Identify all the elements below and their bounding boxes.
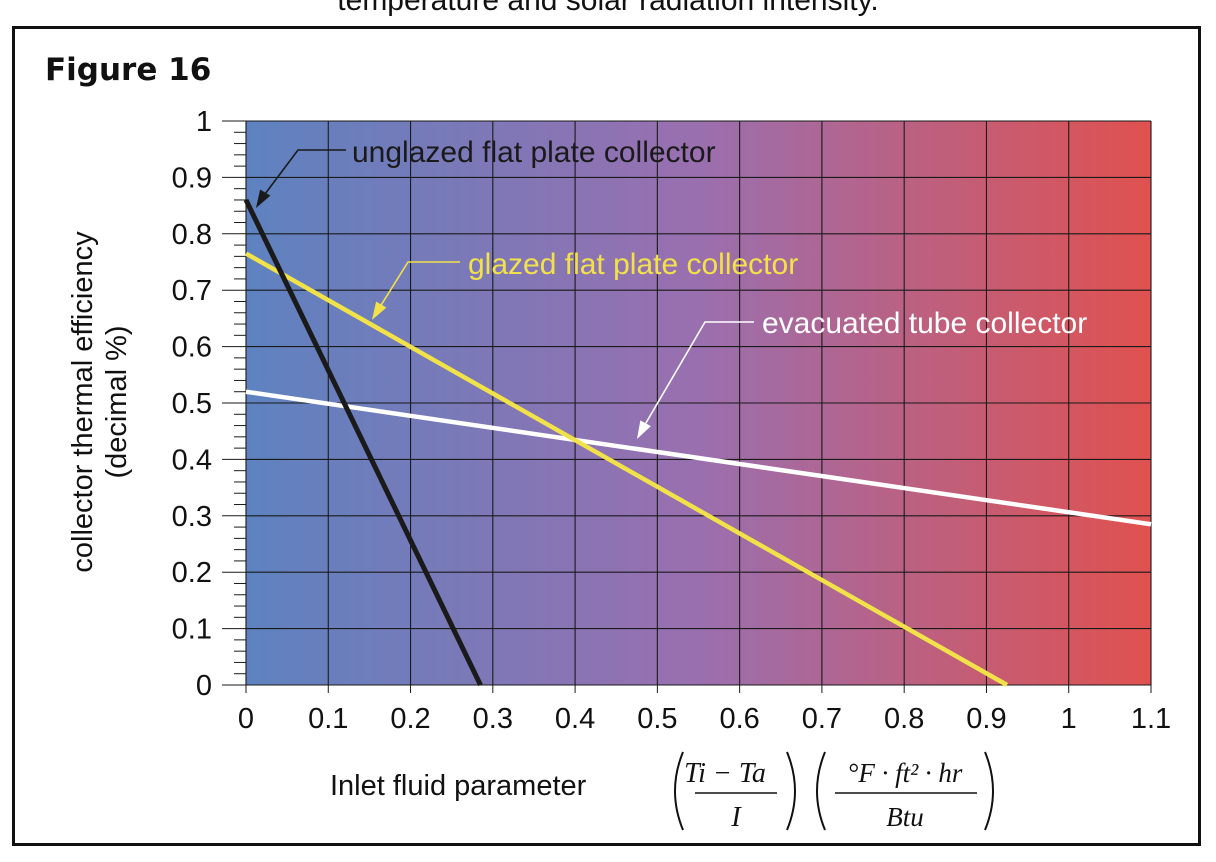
evacuated-leader-line [642, 321, 754, 429]
units-denominator: Btu [886, 802, 924, 832]
x-tick-label: 0.7 [802, 703, 842, 735]
y-tick-label: 0.6 [172, 332, 212, 364]
x-tick-label: 0.4 [555, 703, 595, 735]
x-axis-formula: Ti − Ta I °F · ft² · hr Btu [674, 751, 994, 833]
glazed-leader-line [377, 261, 460, 311]
y-tick-label: 0.9 [172, 162, 212, 194]
y-tick-labels: 0 0.1 0.2 0.3 0.4 0.5 0.6 0.7 0.8 0.9 1 [172, 106, 212, 702]
x-tick-label: 1 [1061, 703, 1077, 735]
series-annotations: unglazed flat plate collector glazed flat… [256, 136, 1087, 439]
y-tick-label: 0.1 [172, 614, 212, 646]
y-minor-ticks [222, 120, 1152, 693]
x-tick-label: 0.6 [719, 703, 759, 735]
right-paren-1 [786, 751, 796, 831]
x-tick-label: 0 [238, 703, 254, 735]
x-tick-label: 1.1 [1131, 703, 1171, 735]
y-axis-label: collector thermal efficiency (decimal %) [66, 231, 134, 572]
x-axis-label: Inlet fluid parameter [330, 770, 587, 802]
x-tick-label: 0.2 [390, 703, 430, 735]
evacuated-arrowhead [637, 420, 651, 439]
y-tick-label: 0.3 [172, 501, 212, 533]
figure-label: Figure 16 [45, 52, 212, 88]
right-paren-2 [984, 751, 994, 831]
units-numerator: °F · ft² · hr [848, 758, 963, 788]
y-tick-label: 0.5 [172, 388, 212, 420]
left-paren-1 [674, 751, 684, 831]
evacuated-series-line [245, 389, 1152, 527]
left-paren-2 [816, 751, 826, 831]
glazed-series-line [244, 251, 1009, 687]
unglazed-arrowhead [256, 189, 271, 208]
y-axis-label-line1: collector thermal efficiency [67, 231, 99, 573]
unglazed-series-line [243, 198, 483, 687]
unglazed-leader-line [261, 149, 346, 199]
y-tick-label: 0.4 [172, 444, 212, 476]
x-tick-label: 0.9 [966, 703, 1006, 735]
y-axis-label-line2: (decimal %) [101, 325, 133, 479]
unglazed-series-label: unglazed flat plate collector [352, 136, 716, 169]
y-tick-label: 0.7 [172, 275, 212, 307]
evacuated-series-label: evacuated tube collector [762, 307, 1087, 340]
y-tick-label: 0 [196, 670, 212, 702]
x-tick-label: 0.8 [884, 703, 924, 735]
series-lines [243, 198, 1152, 687]
glazed-arrowhead [372, 301, 387, 320]
glazed-series-label: glazed flat plate collector [468, 248, 798, 281]
x-tick-label: 0.5 [637, 703, 677, 735]
formula-denominator: I [730, 802, 742, 833]
formula-numerator: Ti − Ta [684, 758, 766, 789]
x-tick-labels: 0 0.1 0.2 0.3 0.4 0.5 0.6 0.7 0.8 0.9 1 1.1 [238, 703, 1171, 735]
y-tick-label: 0.8 [172, 219, 212, 251]
x-tick-label: 0.1 [308, 703, 348, 735]
y-tick-label: 0.2 [172, 557, 212, 589]
top-caption: temperature and solar radiation intensit… [337, 0, 879, 17]
x-tick-label: 0.3 [473, 703, 513, 735]
y-tick-label: 1 [196, 106, 212, 138]
